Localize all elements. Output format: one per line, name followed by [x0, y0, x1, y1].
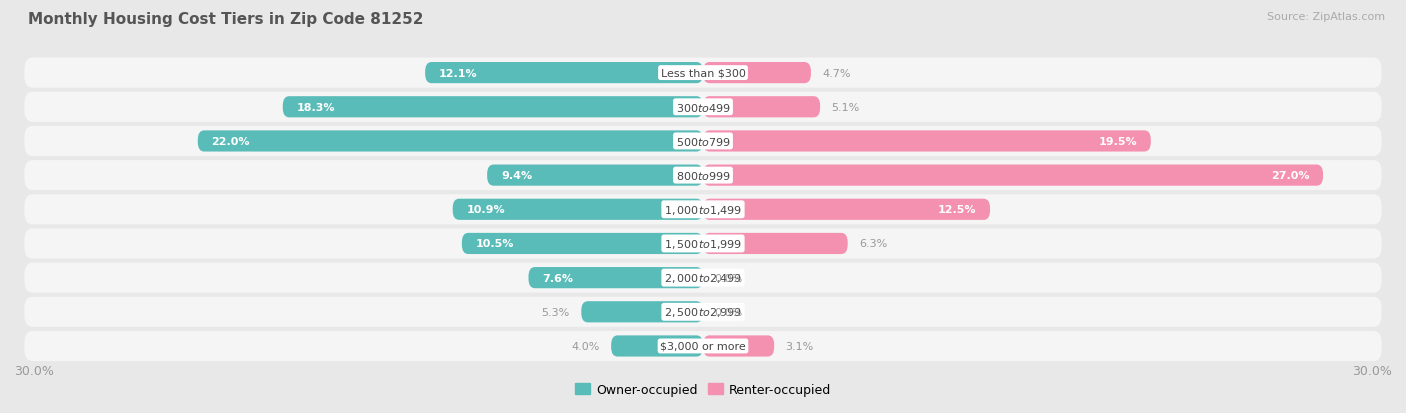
FancyBboxPatch shape [24, 331, 1382, 361]
Text: $2,500 to $2,999: $2,500 to $2,999 [664, 306, 742, 318]
FancyBboxPatch shape [703, 131, 1152, 152]
Text: 30.0%: 30.0% [1353, 364, 1392, 377]
FancyBboxPatch shape [703, 97, 820, 118]
Text: 0.0%: 0.0% [714, 273, 742, 283]
Text: $3,000 or more: $3,000 or more [661, 341, 745, 351]
FancyBboxPatch shape [703, 199, 990, 221]
Text: 19.5%: 19.5% [1098, 137, 1137, 147]
FancyBboxPatch shape [283, 97, 703, 118]
Text: 6.3%: 6.3% [859, 239, 887, 249]
FancyBboxPatch shape [24, 93, 1382, 123]
FancyBboxPatch shape [461, 233, 703, 254]
Text: 4.0%: 4.0% [571, 341, 599, 351]
FancyBboxPatch shape [703, 63, 811, 84]
FancyBboxPatch shape [24, 297, 1382, 327]
Text: 18.3%: 18.3% [297, 102, 335, 112]
FancyBboxPatch shape [24, 58, 1382, 88]
Text: $2,000 to $2,499: $2,000 to $2,499 [664, 271, 742, 285]
Text: 12.1%: 12.1% [439, 69, 478, 78]
FancyBboxPatch shape [24, 127, 1382, 157]
Text: $500 to $799: $500 to $799 [675, 135, 731, 147]
Text: $300 to $499: $300 to $499 [675, 102, 731, 114]
FancyBboxPatch shape [529, 267, 703, 289]
Text: 7.6%: 7.6% [543, 273, 574, 283]
FancyBboxPatch shape [703, 165, 1323, 186]
FancyBboxPatch shape [486, 165, 703, 186]
FancyBboxPatch shape [425, 63, 703, 84]
FancyBboxPatch shape [24, 229, 1382, 259]
Text: 10.5%: 10.5% [475, 239, 515, 249]
Text: 5.3%: 5.3% [541, 307, 569, 317]
Text: Less than $300: Less than $300 [661, 69, 745, 78]
Text: Source: ZipAtlas.com: Source: ZipAtlas.com [1267, 12, 1385, 22]
Text: 30.0%: 30.0% [14, 364, 53, 377]
Text: 5.1%: 5.1% [831, 102, 860, 112]
Text: Monthly Housing Cost Tiers in Zip Code 81252: Monthly Housing Cost Tiers in Zip Code 8… [28, 12, 423, 27]
FancyBboxPatch shape [612, 336, 703, 357]
FancyBboxPatch shape [581, 301, 703, 323]
FancyBboxPatch shape [198, 131, 703, 152]
FancyBboxPatch shape [703, 336, 775, 357]
FancyBboxPatch shape [703, 233, 848, 254]
Text: 4.7%: 4.7% [823, 69, 851, 78]
FancyBboxPatch shape [24, 195, 1382, 225]
Text: 0.0%: 0.0% [714, 307, 742, 317]
Text: 3.1%: 3.1% [786, 341, 814, 351]
Text: 10.9%: 10.9% [467, 205, 505, 215]
Text: 9.4%: 9.4% [501, 171, 531, 180]
FancyBboxPatch shape [24, 161, 1382, 191]
Text: $1,500 to $1,999: $1,500 to $1,999 [664, 237, 742, 250]
Text: $800 to $999: $800 to $999 [675, 170, 731, 182]
Text: 22.0%: 22.0% [211, 137, 250, 147]
Legend: Owner-occupied, Renter-occupied: Owner-occupied, Renter-occupied [569, 378, 837, 401]
Text: 27.0%: 27.0% [1271, 171, 1309, 180]
Text: 12.5%: 12.5% [938, 205, 976, 215]
FancyBboxPatch shape [453, 199, 703, 221]
FancyBboxPatch shape [24, 263, 1382, 293]
Text: $1,000 to $1,499: $1,000 to $1,499 [664, 203, 742, 216]
